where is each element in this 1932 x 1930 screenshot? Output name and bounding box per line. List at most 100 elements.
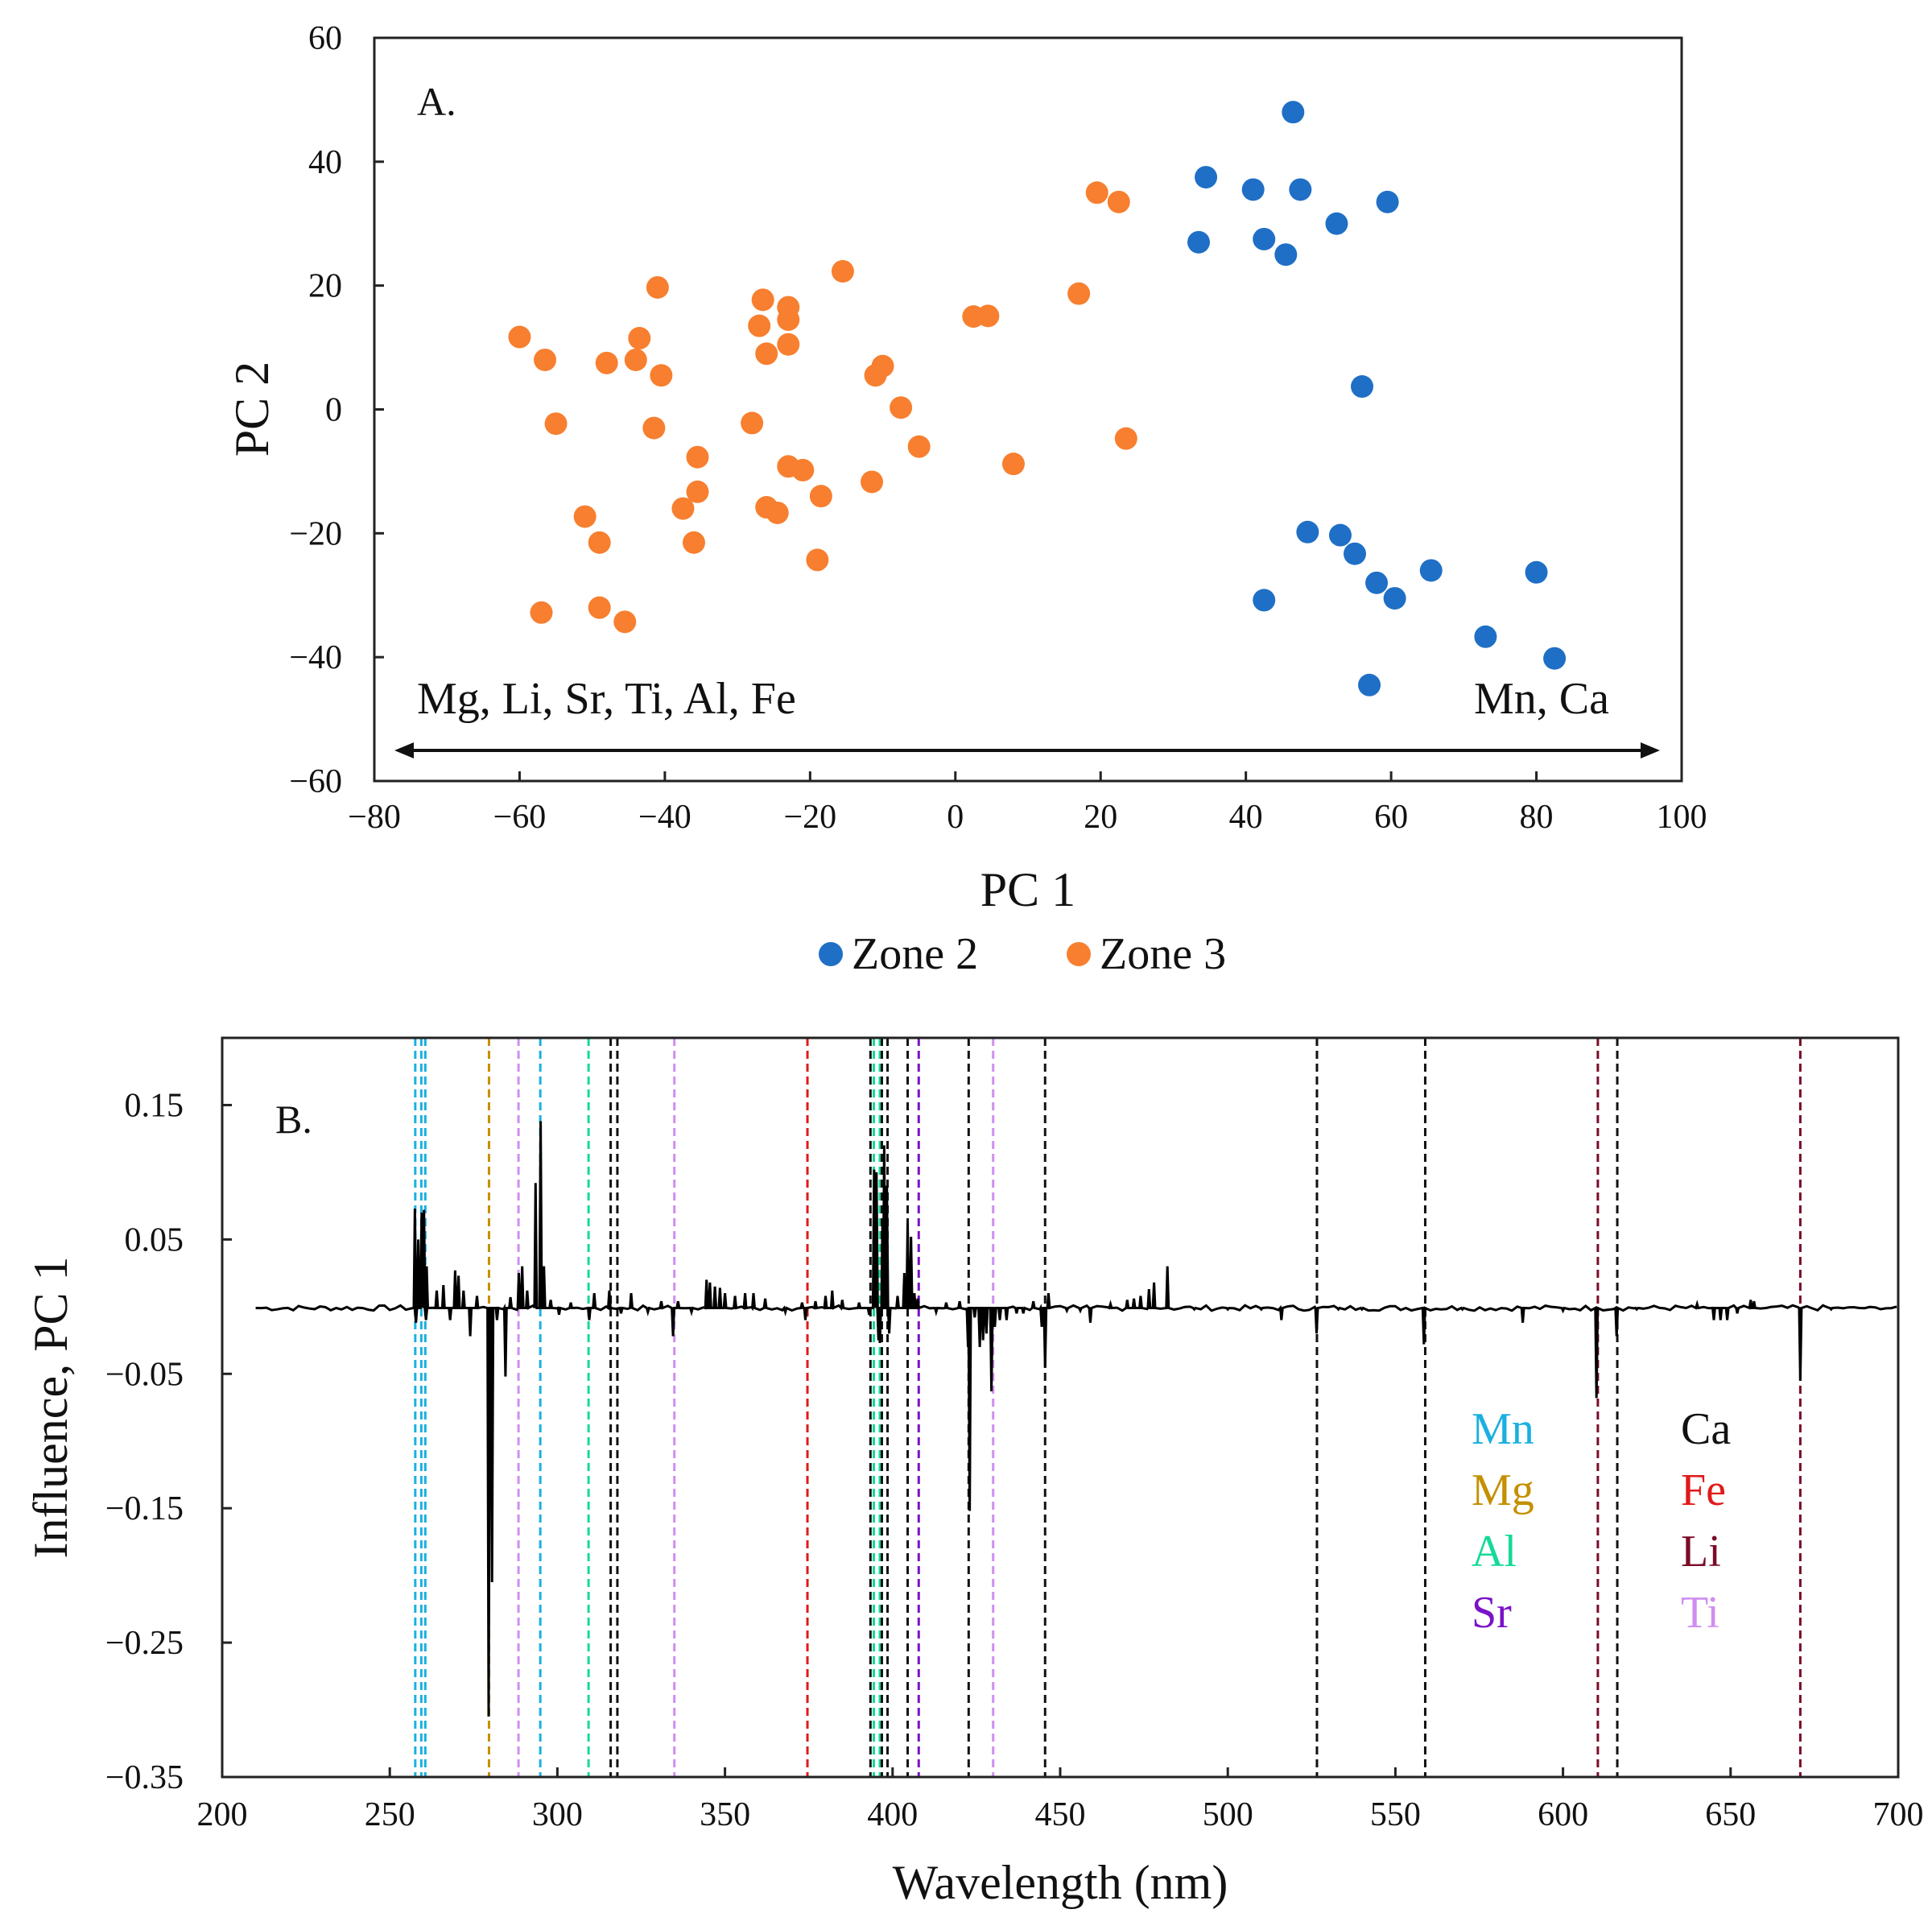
x-tick-label: 60 — [1374, 799, 1408, 836]
x-tick-label: 700 — [1873, 1796, 1924, 1833]
y-tick-label: −40 — [289, 639, 342, 676]
panel-b-line-chart: 200 250 300 350 400 450 500 550 600 650 700 0.15 0.0… — [24, 1036, 1924, 1909]
legend-label-fe: Fe — [1681, 1465, 1726, 1515]
scatter-point — [544, 412, 568, 436]
x-tick-label: 300 — [532, 1796, 583, 1833]
legend-label-ca: Ca — [1681, 1404, 1731, 1454]
y-tick-label: −0.05 — [105, 1356, 184, 1393]
scatter-point — [642, 416, 666, 440]
y-axis-title-a: PC 2 — [225, 362, 279, 457]
y-tick-label: 0.15 — [125, 1087, 184, 1124]
scatter-point — [809, 485, 832, 508]
x-tick-label: 80 — [1520, 799, 1554, 836]
element-color-legend: Mn Mg Al Sr Ca Fe Li Ti — [1472, 1404, 1731, 1638]
scatter-point — [1114, 427, 1137, 450]
left-element-annotation: Mg, Li, Sr, Ti, Al, Fe — [417, 674, 796, 724]
scatter-point — [686, 480, 709, 503]
right-element-annotation: Mn, Ca — [1474, 674, 1609, 724]
legend-marker-zone-3 — [1067, 942, 1091, 966]
x-tick-label: 250 — [365, 1796, 415, 1833]
x-tick-label: 650 — [1705, 1796, 1756, 1833]
legend-label-zone-2: Zone 2 — [852, 929, 978, 979]
y-tick-label: 20 — [308, 268, 342, 305]
scatter-point — [1001, 453, 1025, 476]
legend-a: Zone 2 Zone 3 — [819, 929, 1226, 979]
scatter-point — [588, 531, 611, 554]
scatter-point — [1344, 542, 1366, 565]
scatter-point — [864, 364, 887, 387]
x-tick-label: 0 — [947, 799, 964, 836]
scatter-point — [777, 333, 800, 356]
scatter-point — [624, 348, 647, 371]
scatter-point — [861, 470, 884, 494]
scatter-point — [613, 610, 637, 634]
scatter-point — [1241, 178, 1265, 201]
panel-a-scatter-chart: −80 −60 −40 −20 0 20 40 60 80 100−60−40−200204060… — [225, 20, 1707, 979]
double-headed-arrow — [394, 742, 1660, 758]
reference-lines-ti — [517, 1038, 995, 1777]
x-tick-label: 350 — [700, 1796, 750, 1833]
scatter-point — [686, 445, 709, 469]
x-tick-label: 450 — [1035, 1796, 1086, 1833]
scatter-point — [646, 275, 669, 299]
scatter-point — [1474, 625, 1497, 648]
legend-label-mg: Mg — [1472, 1465, 1534, 1515]
scatter-point — [741, 411, 764, 435]
x-tick-label: 40 — [1229, 799, 1263, 836]
scatter-point — [1328, 523, 1352, 547]
panel-a-label: A. — [417, 79, 456, 124]
y-tick-label: 40 — [308, 144, 342, 181]
y-axis-title-b: Influence, PC 1 — [24, 1257, 77, 1559]
x-tick-label: 200 — [197, 1796, 248, 1833]
scatter-point — [890, 396, 913, 419]
y-tick-label: −0.25 — [105, 1625, 184, 1662]
x-tick-label: 550 — [1370, 1796, 1421, 1833]
scatter-point — [1296, 520, 1319, 543]
reference-lines-ca — [609, 1038, 1619, 1777]
legend-label-ti: Ti — [1681, 1588, 1719, 1638]
x-axis-title-a: PC 1 — [980, 863, 1075, 916]
reference-lines-al — [587, 1038, 881, 1777]
scatter-point — [1067, 282, 1091, 305]
scatter-point — [1195, 166, 1218, 189]
x-tick-label: 20 — [1084, 799, 1117, 836]
scatter-point — [907, 435, 931, 458]
scatter-point — [751, 288, 774, 312]
reference-lines-li — [1596, 1038, 1802, 1777]
plot-area-a — [373, 36, 1683, 783]
scatter-point — [595, 351, 618, 374]
scatter-point — [508, 325, 531, 349]
scatter-point — [1543, 647, 1567, 670]
plot-area-b — [221, 1036, 1900, 1779]
scatter-point — [1282, 101, 1305, 124]
x-tick-label: −80 — [348, 799, 401, 836]
y-tick-label: −0.15 — [105, 1490, 184, 1527]
scatter-point — [530, 601, 553, 624]
legend-label-sr: Sr — [1472, 1588, 1512, 1638]
scatter-point — [1085, 181, 1108, 205]
scatter-point — [671, 497, 695, 520]
scatter-point — [748, 314, 771, 337]
scatter-point — [1253, 589, 1276, 612]
panel-b-label: B. — [275, 1097, 312, 1142]
x-tick-label: 600 — [1538, 1796, 1588, 1833]
scatter-point — [777, 308, 800, 331]
y-tick-label: −60 — [289, 763, 342, 800]
y-tick-label: 0 — [325, 392, 342, 429]
legend-label-li: Li — [1681, 1527, 1721, 1577]
scatter-point — [791, 458, 815, 481]
scatter-marks — [508, 101, 1567, 696]
x-axis-title-b: Wavelength (nm) — [893, 1856, 1228, 1909]
x-tick-label: −40 — [638, 799, 691, 836]
scatter-point — [1107, 190, 1130, 213]
scatter-point — [1419, 559, 1443, 582]
pc1-loading-line — [255, 1121, 1897, 1717]
series-zone-3 — [508, 181, 1137, 634]
reference-lines-mn — [414, 1038, 542, 1777]
scatter-point — [573, 505, 597, 528]
scatter-point — [650, 364, 673, 387]
scatter-point — [682, 531, 705, 554]
scatter-point — [755, 342, 778, 366]
